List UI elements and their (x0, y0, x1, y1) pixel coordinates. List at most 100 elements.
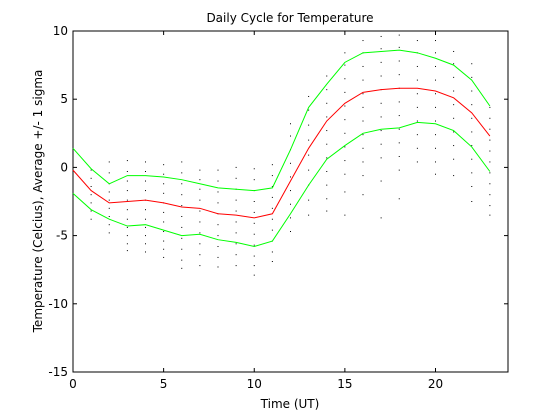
sample-dot (344, 146, 346, 148)
sample-dot (344, 64, 346, 66)
sample-dot (489, 214, 491, 216)
sample-dot (108, 224, 110, 226)
sample-dot (235, 177, 237, 179)
y-tick-label: 0 (60, 160, 68, 174)
sample-dot (435, 106, 436, 108)
sample-dot (181, 267, 183, 269)
sample-dot (181, 248, 183, 250)
sample-dot (326, 157, 328, 159)
sample-dot (217, 180, 219, 182)
sample-dot (217, 224, 219, 226)
sample-dot (126, 235, 128, 237)
sample-dot (108, 216, 110, 218)
sample-dot (290, 135, 291, 137)
sample-dot (181, 259, 183, 261)
sample-dot (380, 116, 382, 118)
sample-dot (145, 235, 146, 237)
sample-dot (199, 265, 201, 267)
sigma-band-line (72, 121, 491, 248)
sample-dot (489, 194, 491, 196)
sample-dot (398, 34, 400, 36)
sample-dot (489, 139, 491, 141)
sample-dot (453, 117, 455, 119)
sample-dot (471, 63, 473, 65)
x-tick-label: 20 (428, 377, 443, 391)
sample-dot (398, 128, 400, 130)
sample-dot (181, 183, 183, 185)
sample-dot (344, 52, 346, 54)
sample-dot (271, 164, 273, 166)
sample-dot (416, 79, 418, 81)
x-axis-label: Time (UT) (260, 397, 320, 411)
sample-dot (398, 46, 400, 48)
sample-dot (271, 175, 273, 177)
sample-dot (471, 76, 473, 78)
sample-dot (108, 232, 110, 234)
sample-dot (90, 177, 92, 179)
sample-dot (308, 169, 310, 171)
sample-dot (126, 160, 128, 162)
sample-dot (199, 210, 201, 212)
sample-dot (163, 192, 165, 194)
sample-dot (199, 221, 201, 223)
sample-dot (145, 190, 146, 192)
sample-dot (326, 116, 328, 118)
sample-dot (181, 205, 183, 207)
sample-dot (489, 161, 491, 163)
sample-dot (90, 218, 92, 220)
sample-dot (217, 246, 219, 248)
sample-dot (181, 194, 183, 196)
sample-dot (290, 190, 291, 192)
sample-dot (163, 231, 165, 233)
sample-dot (163, 183, 165, 185)
sample-dot (217, 266, 219, 268)
sample-dot (90, 185, 92, 187)
sample-dot (163, 256, 165, 258)
sample-dot (126, 190, 128, 192)
sample-dot (344, 214, 346, 216)
sample-dot (290, 162, 291, 164)
sample-dot (398, 60, 400, 62)
axis-ticks: 0 5 10 15 20 -15 -10 -5 0 5 10 (48, 24, 508, 391)
sample-dot (253, 265, 255, 267)
y-axis-label: Temperature (Celcius), Average +/- 1 sig… (31, 70, 45, 334)
sample-dot (72, 164, 74, 166)
sample-dot (126, 243, 128, 245)
sample-dot (181, 172, 183, 174)
sample-dot (253, 179, 255, 181)
sample-dot (271, 229, 273, 231)
sample-dot (471, 104, 473, 106)
sample-dot (199, 188, 201, 190)
sample-dot (362, 147, 364, 149)
sample-dot (489, 183, 491, 185)
sample-dot (163, 173, 165, 175)
sample-dot (326, 102, 328, 104)
sample-dot (108, 161, 110, 163)
sample-dot (453, 131, 455, 133)
sample-dot (362, 106, 364, 108)
sample-dot (72, 187, 74, 189)
sample-dot (271, 261, 273, 263)
sample-dot (72, 172, 74, 174)
sample-dot (416, 93, 418, 95)
sample-dot (489, 106, 491, 108)
sample-dot (308, 95, 310, 97)
sample-dot (453, 104, 455, 106)
sample-dot (163, 211, 165, 213)
sample-dot (271, 218, 273, 220)
sample-dot (435, 173, 436, 175)
sample-dot (416, 120, 418, 122)
sample-dot (362, 134, 364, 136)
sample-dot (253, 233, 255, 235)
sample-dot (271, 196, 273, 198)
sample-dot (217, 169, 219, 171)
sample-dot (362, 65, 364, 67)
sample-dot (471, 185, 473, 187)
sample-dot (471, 90, 473, 92)
sample-dot (344, 191, 346, 193)
sample-dot (489, 172, 491, 174)
sample-dot (416, 147, 418, 149)
sample-dot (108, 199, 110, 201)
sample-dot (453, 63, 455, 65)
